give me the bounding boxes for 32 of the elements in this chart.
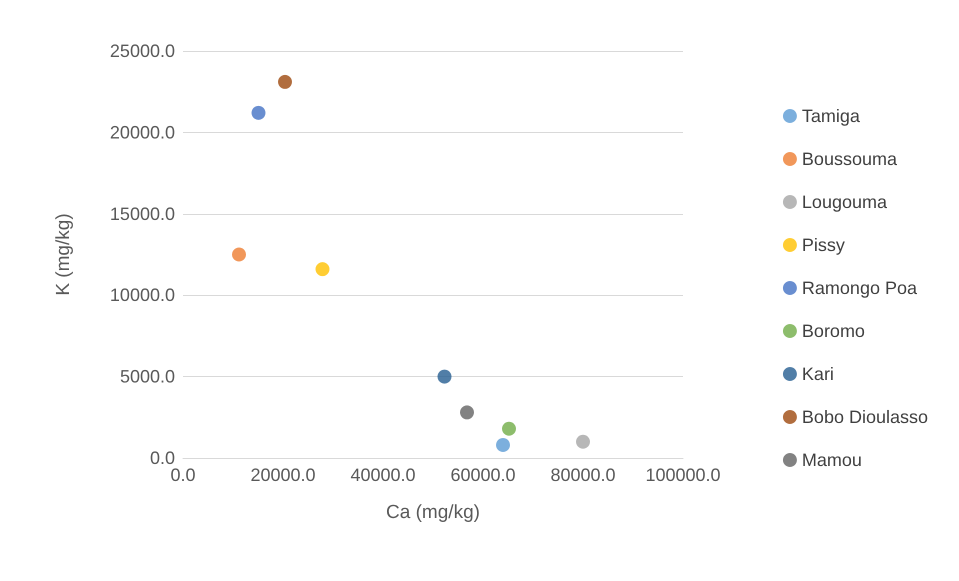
legend-label: Mamou	[802, 450, 862, 470]
legend-label: Ramongo Poa	[802, 278, 918, 298]
point	[232, 248, 246, 262]
legend-label: Kari	[802, 364, 834, 384]
x-tick-label: 20000.0	[250, 465, 316, 485]
x-tick-label: 60000.0	[450, 465, 516, 485]
y-axis-title: K (mg/kg)	[53, 213, 74, 296]
legend-label: Tamiga	[802, 106, 861, 126]
legend-label: Pissy	[802, 235, 845, 255]
point	[252, 106, 266, 120]
y-tick-label: 0.0	[150, 448, 175, 468]
x-tick-label: 40000.0	[350, 465, 416, 485]
x-axis-title: Ca (mg/kg)	[386, 502, 480, 523]
point	[438, 370, 452, 384]
point	[576, 434, 590, 449]
y-tick-label: 5000.0	[120, 366, 175, 387]
legend-label: Boussouma	[802, 149, 898, 169]
y-tick-label: 20000.0	[110, 122, 175, 142]
legend-label: Lougouma	[802, 192, 888, 212]
x-tick-label: 80000.0	[550, 465, 616, 485]
y-tick-label: 15000.0	[110, 204, 175, 224]
y-tick-label: 10000.0	[110, 285, 175, 306]
point	[502, 422, 516, 436]
legend-label: Bobo Dioulasso	[802, 407, 928, 427]
point	[460, 405, 474, 420]
point	[316, 262, 330, 276]
x-tick-label: 100000.0	[645, 465, 721, 485]
y-tick-label: 25000.0	[110, 41, 175, 61]
legend-label: Boromo	[802, 321, 865, 341]
point	[278, 74, 292, 89]
point	[496, 438, 510, 452]
x-tick-label: 0.0	[170, 465, 196, 485]
